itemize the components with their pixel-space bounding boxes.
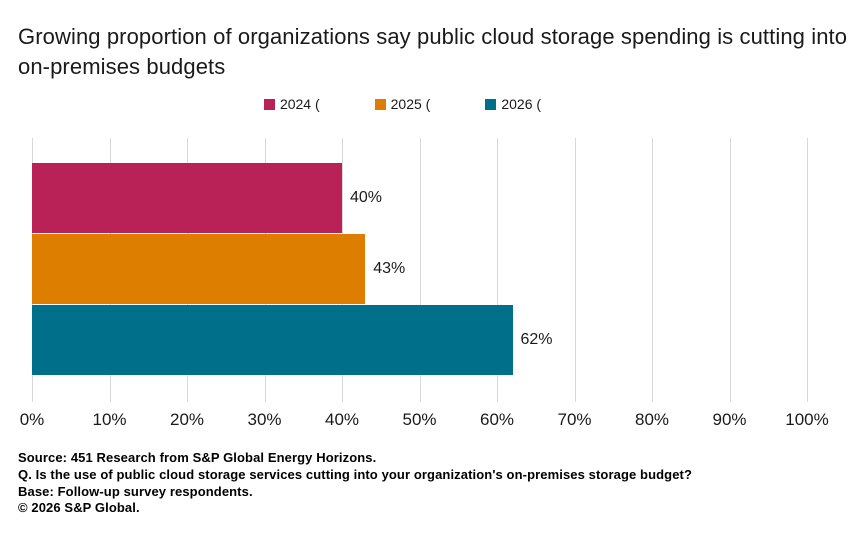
x-axis-tick-label: 10% [92,410,127,429]
plot-area: 40% 43% 62% [32,138,808,402]
footer-base-line: Base: Follow-up survey respondents. [18,483,253,499]
bar-value-label: 43% [373,260,406,277]
legend-item-2024: 2024 ( [263,96,320,112]
x-axis-tick-label: 30% [247,410,282,429]
legend-label: 2025 ( [390,96,431,112]
legend-swatch-icon [374,98,386,110]
bar-2026 [32,305,513,375]
bar-value-label: 40% [350,189,383,206]
bar-row: 40% [32,163,807,233]
gridline [574,138,576,402]
bar-2024 [32,163,342,233]
x-axis-tick-label: 100% [785,410,829,429]
legend-label: 2024 ( [279,96,320,112]
x-axis-tick-label: 90% [712,410,747,429]
legend-swatch-icon [485,98,497,110]
gridline [807,138,808,402]
x-axis-tick-label: 60% [479,410,515,429]
footer-source-line: Source: 451 Research from S&P Global Ene… [18,450,377,465]
legend-item-2025: 2025 ( [374,96,431,112]
legend-swatch-icon [263,98,275,110]
legend-item-2026: 2026 ( [485,96,541,112]
bar-row: 43% [32,234,807,304]
chart-title: Growing proportion of organizations say … [18,24,848,79]
footer: Source: 451 Research from S&P Global Ene… [18,450,838,517]
x-axis: 0% 10% 20% 30% 40% 50% 60% 70% 80% 90% 100% [20,410,829,430]
bar-row: 62% [32,305,807,375]
legend: 2024 ( 2025 ( 2026 ( [0,95,805,113]
bars: 40% 43% 62% [32,163,807,376]
gridline [497,138,498,402]
bar-value-label: 62% [520,331,553,348]
x-axis-tick-label: 50% [402,410,437,429]
x-axis-tick-label: 70% [557,410,592,429]
x-axis-tick-label: 0% [19,410,45,429]
x-axis-tick-label: 20% [169,410,205,429]
gridline [419,138,421,402]
x-axis-tick-label: 40% [324,410,360,429]
footer-question-line: Q. Is the use of public cloud storage se… [18,466,693,482]
gridline [729,138,731,402]
footer-copyright-line: © 2026 S&P Global. [18,500,140,516]
legend-label: 2026 ( [501,96,542,112]
gridline [652,138,653,402]
bar-2025 [32,234,366,304]
x-axis-tick-label: 80% [634,410,670,429]
